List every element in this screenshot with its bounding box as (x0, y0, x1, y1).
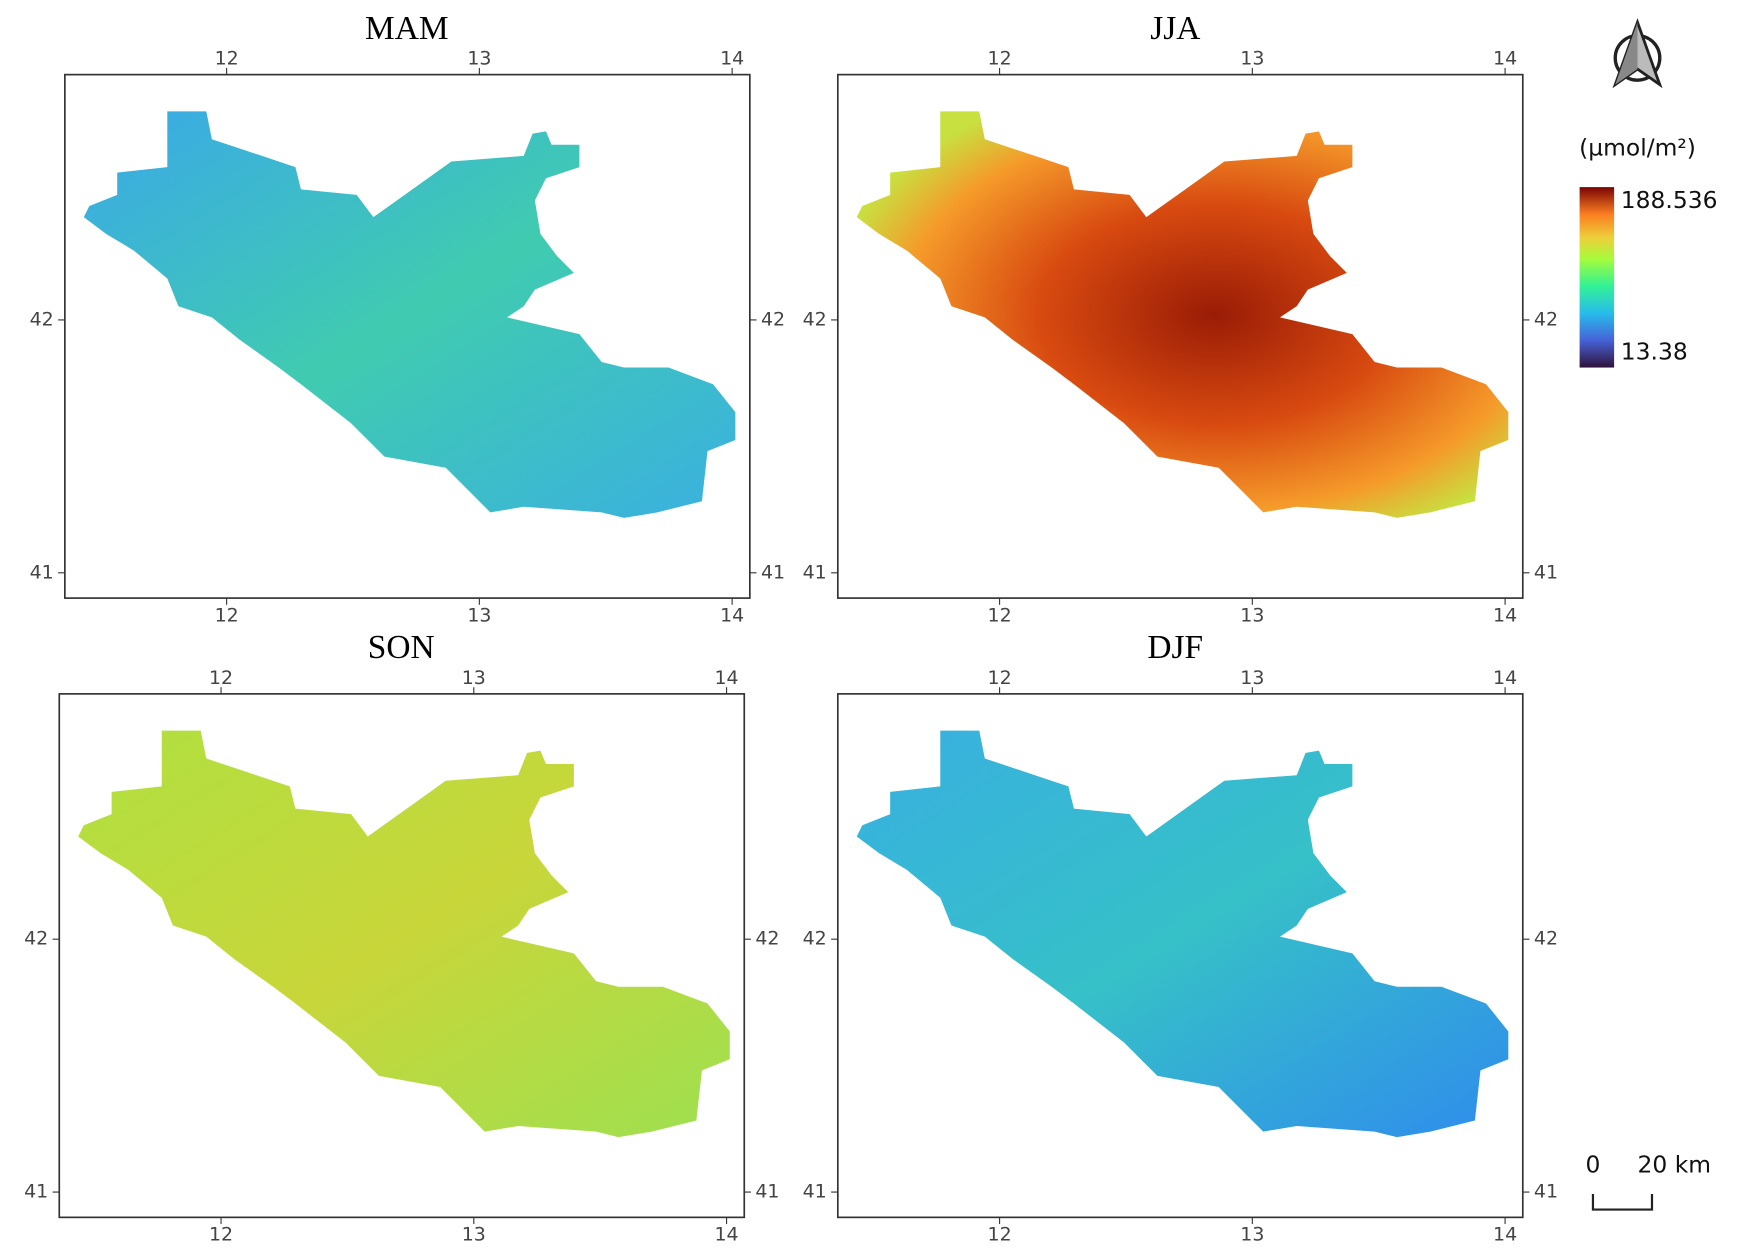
x-tick-label: 12 (209, 1224, 233, 1246)
colorbar-max-label: 188.536 (1621, 186, 1718, 214)
x-tick-label: 12 (988, 667, 1012, 689)
x-tick-label: 14 (1493, 604, 1517, 626)
y-tick-label: 41 (803, 1181, 827, 1203)
x-tick-label: 13 (462, 667, 486, 689)
y-tick-label: 42 (803, 928, 827, 950)
x-tick-label: 13 (462, 1224, 486, 1246)
map-frame (64, 73, 751, 599)
region (83, 111, 736, 518)
y-tick-label: 42 (755, 928, 779, 950)
scale-label: 0 (1586, 1151, 1601, 1179)
y-tick-label: 42 (1534, 928, 1558, 950)
region (856, 111, 1509, 518)
panel-title: DJF (1147, 629, 1203, 666)
north-arrow (1612, 18, 1663, 89)
colorbar-unit: (µmol/m²) (1579, 134, 1696, 162)
region (78, 730, 730, 1138)
x-tick-label: 13 (1240, 604, 1264, 626)
y-tick-label: 42 (803, 308, 827, 330)
panel-title: SON (368, 629, 435, 666)
x-tick-label: 12 (988, 48, 1012, 70)
scale-label: 20 km (1638, 1151, 1711, 1179)
x-tick-label: 12 (209, 667, 233, 689)
y-tick-label: 41 (30, 561, 54, 583)
scale-bar (1591, 1193, 1654, 1211)
x-tick-label: 12 (988, 604, 1012, 626)
y-tick-label: 42 (24, 928, 48, 950)
y-tick-label: 41 (803, 561, 827, 583)
x-tick-label: 13 (467, 604, 491, 626)
x-tick-label: 12 (988, 1224, 1012, 1246)
y-tick-label: 42 (30, 308, 54, 330)
y-tick-label: 41 (1534, 1181, 1558, 1203)
map-panel: MAM 12 12 13 13 14 14 41 41 42 42 (30, 10, 785, 626)
x-tick-label: 12 (215, 604, 239, 626)
y-tick-label: 41 (1534, 561, 1558, 583)
map-panel: SON 12 12 13 13 14 14 41 41 42 42 (24, 629, 779, 1245)
x-tick-label: 14 (1493, 48, 1517, 70)
y-tick-label: 42 (761, 308, 785, 330)
y-tick-label: 42 (1534, 308, 1558, 330)
map-frame (836, 73, 1524, 599)
x-tick-label: 14 (1493, 667, 1517, 689)
map-frame (58, 693, 746, 1219)
x-tick-label: 13 (467, 48, 491, 70)
panel-title: JJA (1150, 10, 1200, 47)
x-tick-label: 13 (1240, 48, 1264, 70)
map-panel: JJA 12 12 13 13 14 14 41 41 42 42 (803, 10, 1558, 626)
x-tick-label: 14 (720, 604, 744, 626)
panel-title: MAM (365, 10, 449, 47)
x-tick-label: 14 (1493, 1224, 1517, 1246)
colorbar-ramp (1579, 187, 1615, 368)
region (856, 730, 1509, 1138)
x-tick-label: 14 (715, 667, 739, 689)
x-tick-label: 14 (715, 1224, 739, 1246)
x-tick-label: 13 (1240, 1224, 1264, 1246)
x-tick-label: 14 (720, 48, 744, 70)
colorbar-min-label: 13.38 (1621, 338, 1688, 366)
maps: MAM 12 12 13 13 14 14 41 41 42 42 JJA 12 12 13 13 14 14 41… (24, 10, 1558, 1246)
y-tick-label: 41 (755, 1181, 779, 1203)
colorbar: 188.536 13.38 (1579, 186, 1718, 368)
y-tick-label: 41 (24, 1181, 48, 1203)
x-tick-label: 12 (215, 48, 239, 70)
y-tick-label: 41 (761, 561, 785, 583)
map-frame (836, 693, 1524, 1219)
map-panel: DJF 12 12 13 13 14 14 41 41 42 42 (803, 629, 1558, 1245)
x-tick-label: 13 (1240, 667, 1264, 689)
